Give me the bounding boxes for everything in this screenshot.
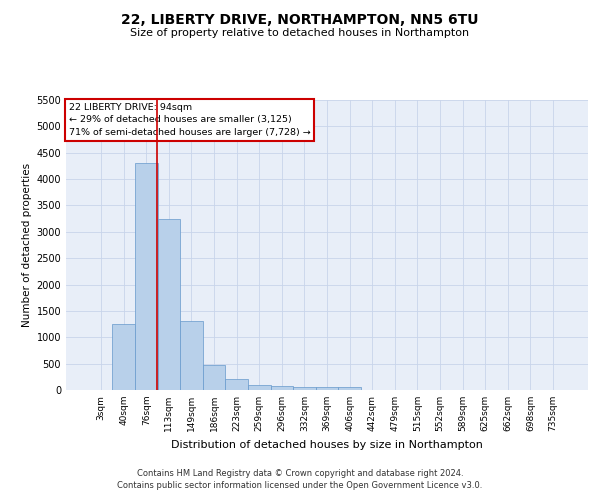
Bar <box>316 388 338 390</box>
Bar <box>226 380 248 390</box>
Text: Contains HM Land Registry data © Crown copyright and database right 2024.: Contains HM Land Registry data © Crown c… <box>137 468 463 477</box>
X-axis label: Distribution of detached houses by size in Northampton: Distribution of detached houses by size … <box>171 440 483 450</box>
Bar <box>338 388 361 390</box>
Text: 22, LIBERTY DRIVE, NORTHAMPTON, NN5 6TU: 22, LIBERTY DRIVE, NORTHAMPTON, NN5 6TU <box>121 12 479 26</box>
Text: Contains public sector information licensed under the Open Government Licence v3: Contains public sector information licen… <box>118 481 482 490</box>
Bar <box>112 324 135 390</box>
Bar <box>271 386 293 390</box>
Text: Size of property relative to detached houses in Northampton: Size of property relative to detached ho… <box>130 28 470 38</box>
Text: 22 LIBERTY DRIVE: 94sqm
← 29% of detached houses are smaller (3,125)
71% of semi: 22 LIBERTY DRIVE: 94sqm ← 29% of detache… <box>68 103 310 137</box>
Bar <box>293 388 316 390</box>
Bar <box>248 384 271 390</box>
Bar <box>180 322 203 390</box>
Y-axis label: Number of detached properties: Number of detached properties <box>22 163 32 327</box>
Bar <box>158 218 180 390</box>
Bar <box>203 364 226 390</box>
Bar <box>135 164 158 390</box>
